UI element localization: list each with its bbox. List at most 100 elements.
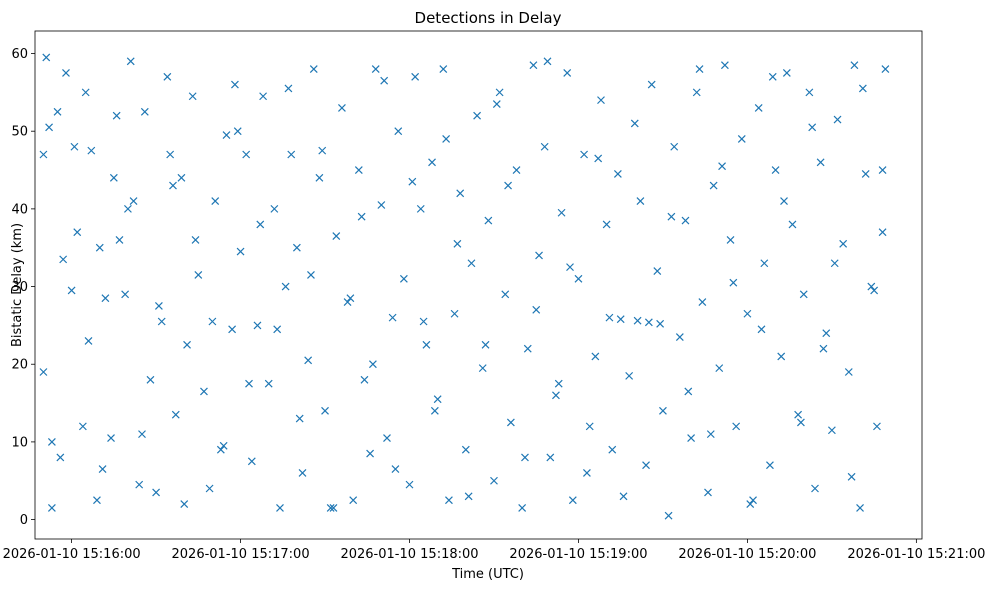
data-point-x-marker [411, 72, 420, 81]
data-point-x-marker [95, 243, 104, 252]
data-point-x-marker [450, 309, 459, 318]
data-point-x-marker [84, 337, 93, 345]
data-point-x-marker [329, 504, 338, 512]
data-point-x-marker [504, 181, 512, 190]
data-point-x-marker [45, 123, 54, 132]
data-point-x-marker [200, 387, 208, 396]
data-point-x-marker [259, 92, 268, 101]
data-point-x-marker [419, 317, 428, 326]
x-tick-label: 2026-01-10 15:16:00 [3, 547, 141, 562]
data-point-x-marker [653, 267, 662, 275]
data-point-x-marker [805, 88, 814, 97]
data-point-x-marker [706, 430, 715, 439]
data-point-x-marker [233, 127, 242, 136]
data-point-x-marker [529, 61, 538, 70]
data-point-x-marker [318, 146, 327, 155]
data-point-x-marker [546, 453, 555, 462]
data-point-x-marker [371, 65, 380, 73]
data-point-x-marker [808, 123, 817, 132]
data-point-x-marker [557, 208, 566, 217]
data-point-x-marker [743, 309, 752, 318]
data-point-x-marker [256, 220, 265, 229]
data-points [39, 53, 890, 520]
data-point-x-marker [205, 484, 214, 493]
data-point-x-marker [726, 236, 735, 244]
data-point-x-marker [822, 329, 831, 338]
data-point-x-marker [478, 364, 487, 373]
data-point-x-marker [856, 504, 864, 512]
data-point-x-marker [154, 302, 163, 310]
data-point-x-marker [169, 181, 177, 190]
data-point-x-marker [183, 340, 191, 349]
data-point-x-marker [42, 53, 51, 62]
data-point-x-marker [416, 204, 425, 213]
data-point-x-marker [582, 469, 591, 477]
data-point-x-marker [644, 318, 653, 327]
y-tick-label: 60 [11, 47, 28, 62]
x-tick-label: 2026-01-10 15:17:00 [172, 547, 310, 562]
data-point-x-marker [292, 243, 301, 252]
data-point-x-marker [870, 286, 879, 295]
data-point-x-marker [481, 340, 490, 349]
data-point-x-marker [39, 150, 48, 159]
data-point-x-marker [675, 333, 684, 341]
data-point-x-marker [664, 511, 673, 520]
data-point-x-marker [247, 457, 256, 466]
data-point-x-marker [338, 103, 346, 112]
data-point-x-marker [794, 410, 803, 419]
data-point-x-marker [430, 406, 439, 415]
data-point-x-marker [597, 96, 605, 105]
data-point-x-marker [163, 72, 172, 81]
data-point-x-marker [47, 504, 56, 512]
data-point-x-marker [642, 461, 650, 470]
data-point-x-marker [138, 430, 146, 439]
data-point-x-marker [236, 247, 245, 256]
data-point-x-marker [692, 88, 701, 97]
data-point-x-marker [867, 282, 876, 291]
data-point-x-marker [112, 111, 121, 120]
data-point-x-marker [276, 504, 284, 512]
data-point-x-marker [222, 131, 231, 140]
x-tick-label: 2026-01-10 15:21:00 [847, 547, 985, 562]
data-point-x-marker [349, 496, 358, 505]
data-point-x-marker [568, 496, 577, 505]
data-point-x-marker [211, 197, 220, 206]
data-point-x-marker [346, 294, 355, 303]
data-point-x-marker [383, 434, 391, 442]
data-point-x-marker [566, 263, 574, 272]
data-point-x-marker [208, 317, 217, 326]
data-point-x-marker [518, 504, 527, 512]
data-point-x-marker [780, 197, 788, 206]
data-point-x-marker [456, 189, 465, 198]
data-point-x-marker [754, 103, 763, 112]
data-point-x-marker [656, 319, 665, 328]
y-tick-label: 30 [11, 280, 28, 295]
data-point-x-marker [816, 158, 825, 167]
data-point-x-marker [62, 69, 70, 77]
data-point-x-marker [354, 166, 363, 174]
data-point-x-marker [670, 142, 679, 151]
x-axis-ticks: 2026-01-10 15:16:00 2026-01-10 15:17:00 20… [3, 539, 985, 562]
data-point-x-marker [777, 352, 786, 361]
data-point-x-marker [616, 315, 625, 324]
data-point-x-marker [715, 364, 724, 373]
data-point-x-marker [433, 395, 442, 404]
data-point-x-marker [177, 173, 186, 182]
data-point-x-marker [408, 177, 417, 186]
data-point-x-marker [720, 61, 729, 70]
data-point-x-marker [602, 220, 611, 229]
data-point-x-marker [473, 111, 482, 120]
data-point-x-marker [605, 313, 614, 322]
data-point-x-marker [140, 107, 149, 116]
data-point-x-marker [878, 166, 887, 174]
data-point-x-marker [523, 344, 532, 353]
data-point-x-marker [93, 496, 101, 505]
data-point-x-marker [405, 480, 414, 489]
data-point-x-marker [636, 197, 645, 206]
data-point-x-marker [833, 115, 842, 124]
data-point-x-marker [633, 316, 642, 325]
data-point-x-marker [591, 352, 600, 361]
data-point-x-marker [796, 418, 805, 427]
data-point-x-marker [445, 496, 453, 505]
